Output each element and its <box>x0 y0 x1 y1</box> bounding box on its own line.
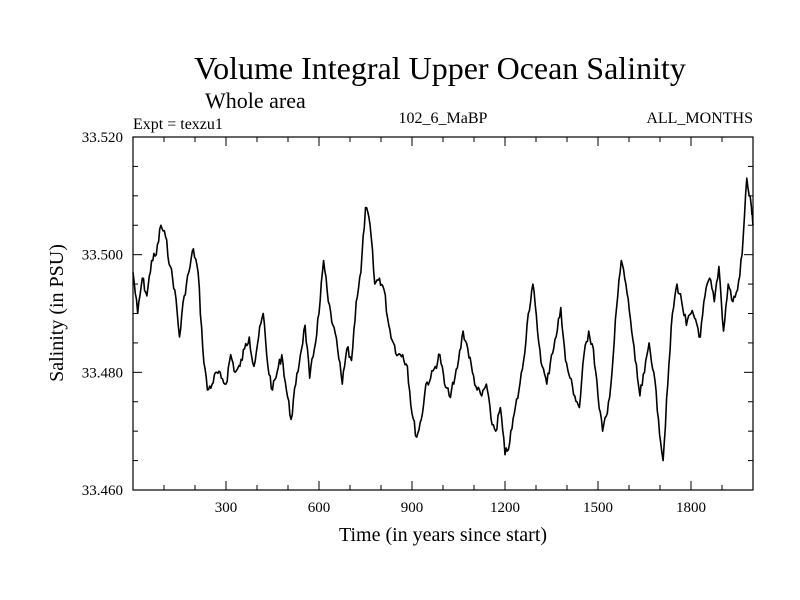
x-tick-label: 1800 <box>676 500 706 516</box>
y-axis-label: Salinity (in PSU) <box>46 244 68 382</box>
x-tick-label: 1200 <box>490 500 520 516</box>
y-tick-label: 33.520 <box>82 130 123 146</box>
chart-title: Volume Integral Upper Ocean Salinity <box>194 50 686 86</box>
period-label: ALL_MONTHS <box>646 110 753 127</box>
x-tick-label: 600 <box>308 500 331 516</box>
y-tick-labels: 33.460 33.480 33.500 33.520 <box>82 130 123 499</box>
x-tick-label: 900 <box>401 500 424 516</box>
x-tick-label: 1500 <box>583 500 613 516</box>
x-tick-label: 300 <box>215 500 238 516</box>
x-axis-label: Time (in years since start) <box>339 524 547 546</box>
y-tick-label: 33.460 <box>82 483 123 499</box>
x-tick-labels: 300 600 900 1200 1500 1800 <box>215 500 706 516</box>
axis-ticks <box>133 137 753 490</box>
run-label: 102_6_MaBP <box>399 110 488 127</box>
chart-subtitle: Whole area <box>205 88 306 113</box>
y-tick-label: 33.480 <box>82 365 123 381</box>
y-tick-label: 33.500 <box>82 248 123 264</box>
experiment-label: Expt = texzu1 <box>133 116 223 133</box>
salinity-series-line <box>132 177 754 462</box>
